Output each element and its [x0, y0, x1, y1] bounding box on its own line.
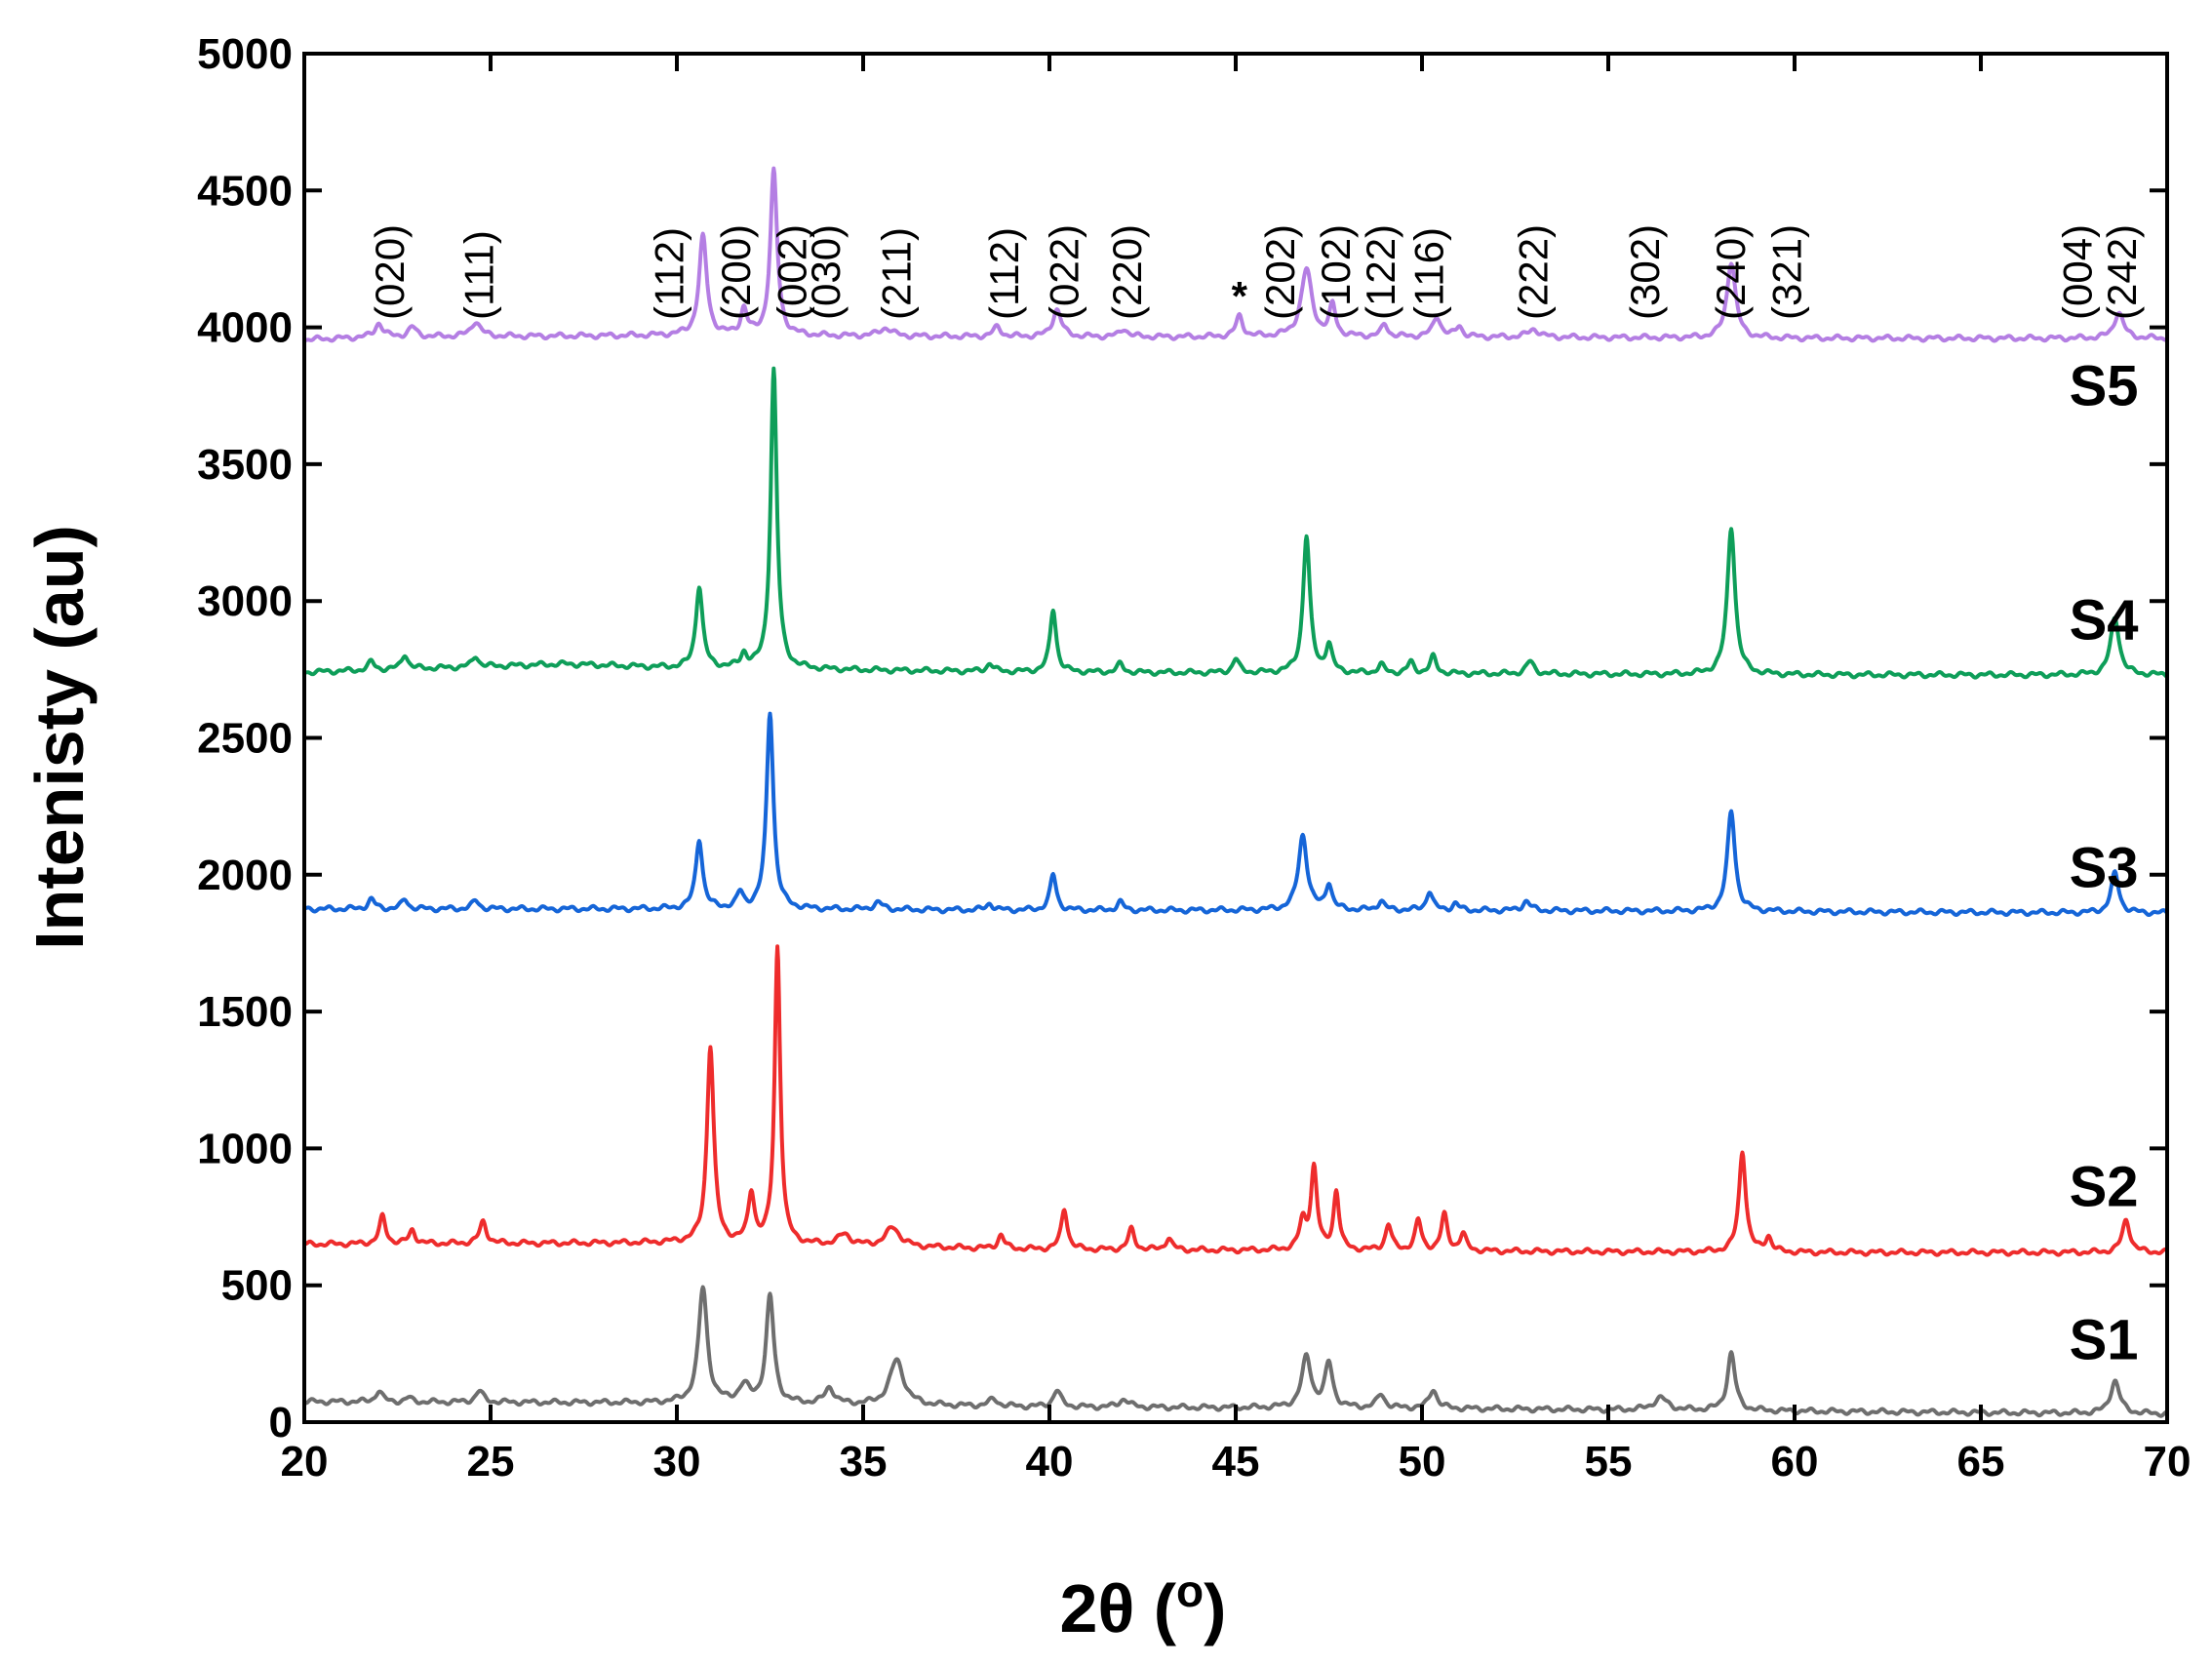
y-tick-label: 0 [269, 1399, 293, 1447]
plot-lines [302, 166, 2169, 1418]
series-line-s2 [302, 944, 2169, 1257]
hkl-label: (242) [2099, 224, 2145, 320]
hkl-label: (321) [1763, 224, 1809, 320]
series-line-s5 [302, 166, 2169, 343]
series-labels: S1 S2 S3 S4 S5 [2070, 355, 2139, 1372]
axes: 20 25 30 35 40 45 50 55 60 65 70 0 500 1000 1500 2000 25… [197, 30, 2191, 1486]
hkl-label: (222) [1511, 224, 1557, 320]
hkl-label: (200) [713, 224, 759, 320]
hkl-label: (004) [2054, 224, 2100, 320]
y-tick-label: 3500 [197, 441, 293, 489]
hkl-label: (112) [981, 227, 1027, 320]
series-label-s5: S5 [2070, 355, 2139, 418]
hkl-label: (240) [1708, 224, 1754, 320]
x-tick-label: 60 [1771, 1438, 1819, 1486]
hkl-label: (022) [1041, 224, 1086, 320]
hkl-label: (102) [1313, 224, 1359, 320]
hkl-label: (202) [1257, 224, 1303, 320]
x-axis-title-main: 2θ ( [1060, 1570, 1177, 1646]
x-axis-title-close: ) [1204, 1570, 1226, 1646]
y-tick-label: 2000 [197, 852, 293, 899]
y-tick-label: 500 [221, 1262, 293, 1310]
series-line-s3 [302, 711, 2169, 917]
hkl-label: (030) [803, 224, 849, 320]
hkl-label: (122) [1358, 224, 1403, 320]
hkl-label: (220) [1104, 224, 1150, 320]
x-tick-label: 20 [281, 1438, 329, 1486]
y-tick-label: 5000 [197, 30, 293, 78]
y-tick-label: 1000 [197, 1125, 293, 1172]
y-tick-label: 4500 [197, 167, 293, 215]
x-tick-label: 50 [1399, 1438, 1446, 1486]
x-axis-title: 2θ (o) [1060, 1566, 1227, 1646]
hkl-label: (112) [646, 227, 691, 320]
series-label-s2: S2 [2070, 1155, 2139, 1218]
y-tick-label: 1500 [197, 988, 293, 1036]
y-axis-title: Intenisty (au) [21, 525, 98, 950]
hkl-label: (116) [1406, 227, 1452, 320]
peak-annotations: (020) (111) (112) (200) (002)(030) (211) (112)… [367, 224, 2145, 320]
x-tick-label: 35 [840, 1438, 888, 1486]
hkl-label: (111) [456, 230, 502, 320]
series-label-s3: S3 [2070, 836, 2139, 899]
hkl-label: (302) [1622, 224, 1668, 320]
x-tick-label: 70 [2144, 1438, 2192, 1486]
star-marker: * [1232, 273, 1248, 319]
x-tick-label: 45 [1212, 1438, 1260, 1486]
y-tick-label: 4000 [197, 304, 293, 352]
y-tick-label: 3000 [197, 577, 293, 625]
series-label-s4: S4 [2070, 588, 2139, 652]
y-tick-label: 2500 [197, 715, 293, 763]
x-tick-label: 30 [653, 1438, 701, 1486]
series-line-s1 [302, 1285, 2169, 1418]
x-axis-title-superscript: o [1176, 1566, 1204, 1616]
x-tick-label: 40 [1026, 1438, 1074, 1486]
series-line-s4 [302, 366, 2169, 680]
hkl-label: (002) [769, 224, 814, 320]
x-tick-label: 55 [1585, 1438, 1633, 1486]
series-label-s1: S1 [2070, 1308, 2139, 1371]
x-tick-label: 65 [1957, 1438, 2005, 1486]
plot-frame [302, 52, 2169, 1424]
x-tick-label: 25 [467, 1438, 515, 1486]
hkl-label: (020) [367, 224, 413, 320]
hkl-label: (211) [873, 227, 919, 320]
